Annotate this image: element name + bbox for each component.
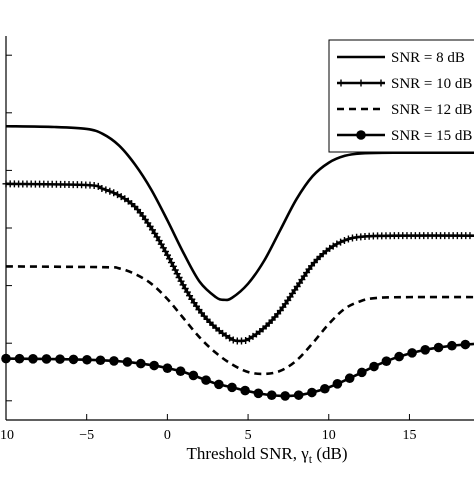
data-point (369, 362, 379, 372)
data-point (345, 373, 355, 383)
legend-label: SNR = 10 dB (391, 76, 472, 92)
data-point (345, 236, 352, 243)
data-point (227, 383, 237, 393)
data-point (333, 379, 343, 389)
x-tick-label: 10 (322, 428, 336, 443)
legend-marker (356, 130, 366, 140)
data-point (82, 355, 92, 365)
data-point (382, 356, 392, 366)
data-point (240, 386, 250, 396)
data-point (163, 363, 173, 373)
x-tick-label: 10 (0, 428, 14, 443)
data-point (434, 343, 444, 353)
legend-label: SNR = 15 dB (391, 128, 472, 144)
data-point (123, 357, 133, 367)
series-2 (3, 180, 474, 344)
data-point (280, 391, 290, 401)
data-point (102, 186, 109, 193)
x-axis-label: Threshold SNR, γt (dB) (186, 444, 347, 466)
x-tick-label: 0 (164, 428, 171, 443)
data-point (466, 232, 473, 239)
x-axis-label-unit: (dB) (312, 444, 347, 463)
data-point (189, 371, 199, 381)
data-point (176, 366, 186, 376)
data-point (341, 237, 348, 244)
data-point (357, 368, 367, 378)
series-4 (1, 340, 474, 401)
data-point (320, 384, 330, 394)
data-point (407, 348, 417, 358)
data-point (106, 188, 113, 195)
data-point (394, 352, 404, 362)
data-point (55, 354, 65, 364)
data-point (96, 355, 106, 365)
legend: SNR = 8 dB SNR = 10 dB SNR = 12 dB SNR = 15… (329, 40, 474, 152)
data-point (307, 388, 317, 398)
data-point (201, 375, 211, 385)
data-point (294, 390, 304, 400)
x-axis-label-main: Threshold SNR, γ (186, 444, 309, 463)
data-point (214, 380, 224, 390)
series-line (6, 184, 474, 341)
data-point (254, 388, 264, 398)
data-point (149, 361, 159, 371)
x-tick-label: −5 (79, 428, 94, 443)
series-layer (1, 126, 474, 400)
data-point (109, 356, 119, 366)
series-line (6, 344, 474, 396)
data-point (42, 354, 52, 364)
data-point (447, 341, 457, 351)
data-point (91, 182, 98, 189)
legend-label: SNR = 12 dB (391, 102, 472, 118)
data-point (267, 390, 277, 400)
data-point (461, 340, 471, 350)
legend-label: SNR = 8 dB (391, 50, 465, 66)
data-point (136, 359, 146, 369)
data-point (28, 354, 38, 364)
data-point (69, 355, 79, 365)
x-tick-label: 15 (402, 428, 416, 443)
x-tick-label: 5 (245, 428, 252, 443)
data-point (15, 354, 25, 364)
data-point (420, 345, 430, 355)
